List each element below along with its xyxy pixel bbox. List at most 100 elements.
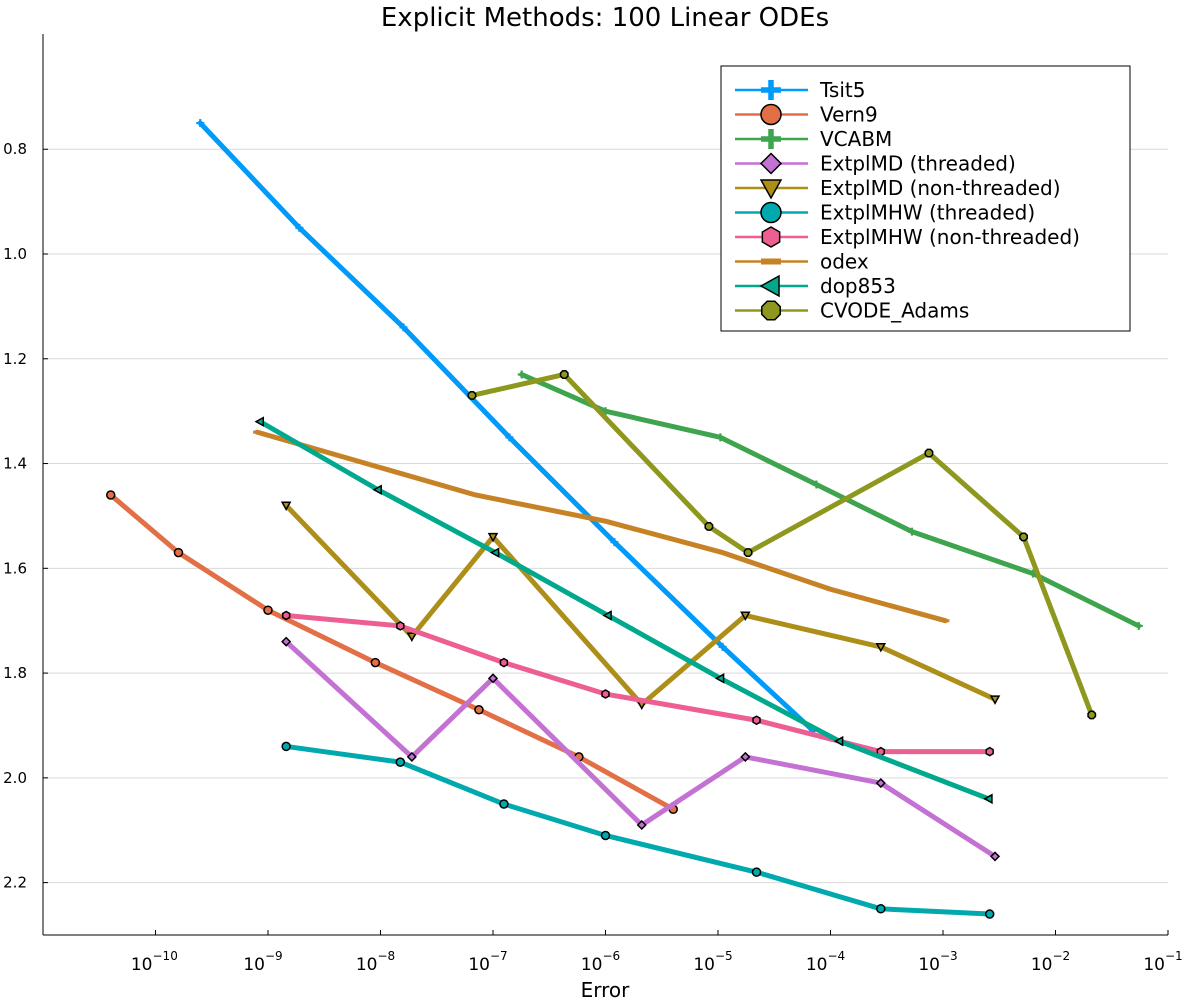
legend-item: ExtplMHW (threaded) <box>735 201 1035 225</box>
data-point <box>833 735 844 747</box>
x-tick-exponent: −3 <box>940 949 958 963</box>
x-tick-label: 10 −8 <box>356 949 395 975</box>
chart-title: Explicit Methods: 100 Linear ODEs <box>381 3 829 33</box>
legend-label: ExtplMD (threaded) <box>820 152 1016 176</box>
x-tick-label: 10 −9 <box>243 949 282 975</box>
data-point <box>1019 532 1028 542</box>
x-tick-exponent: −7 <box>490 949 508 963</box>
x-tick-base: 10 <box>918 955 940 975</box>
legend-label: ExtplMHW (non-threaded) <box>820 225 1080 249</box>
x-tick-base: 10 <box>243 955 265 975</box>
data-point <box>985 746 994 757</box>
data-point <box>489 547 500 558</box>
data-point <box>989 851 1001 862</box>
legend-swatch-marker <box>761 226 781 248</box>
series-extplmhw-non-threaded <box>281 610 994 757</box>
data-point <box>601 407 610 416</box>
data-point <box>399 323 408 332</box>
x-tick-exponent: −1 <box>1165 949 1183 963</box>
data-point <box>559 370 569 379</box>
x-tick-base: 10 <box>468 955 490 975</box>
legend-label: odex <box>820 250 869 274</box>
x-tick-label: 10 −7 <box>468 949 507 975</box>
data-point <box>281 610 291 621</box>
data-point <box>499 657 509 668</box>
series-extplmd-non-threaded <box>280 501 1001 711</box>
data-point <box>714 673 725 684</box>
y-tick-label: 2.2 <box>3 874 27 892</box>
data-point <box>924 448 934 458</box>
x-tick-exponent: −10 <box>153 949 178 963</box>
legend-swatch-marker <box>759 274 780 298</box>
x-tick-label: 10 −1 <box>1143 949 1182 975</box>
y-tick-label: 2.0 <box>3 769 27 787</box>
legend-label: Vern9 <box>820 103 878 127</box>
data-point <box>254 416 265 427</box>
data-point <box>196 119 205 128</box>
x-tick-label: 10 −10 <box>131 949 178 975</box>
legend-swatch-marker <box>761 129 781 149</box>
series-line <box>469 371 1095 718</box>
legend-item: ExtplMD (non-threaded) <box>735 176 1061 200</box>
series-odex <box>253 429 950 624</box>
legend-label: ExtplMD (non-threaded) <box>820 176 1061 200</box>
data-point <box>474 705 484 715</box>
data-point <box>716 433 725 442</box>
data-point <box>984 909 995 919</box>
x-tick-base: 10 <box>131 955 153 975</box>
series-extplmd-threaded <box>281 636 1001 862</box>
series-vern9 <box>105 490 678 815</box>
data-point <box>740 751 751 762</box>
data-point <box>396 621 405 631</box>
legend-item: ExtplMHW (non-threaded) <box>735 225 1080 249</box>
series-tsit5 <box>196 119 818 735</box>
data-point <box>370 657 381 668</box>
x-tick-base: 10 <box>581 955 603 975</box>
data-point <box>743 548 753 558</box>
data-point <box>281 741 291 752</box>
x-tick-label: 10 −3 <box>918 949 957 975</box>
data-point <box>395 757 406 767</box>
x-tick-label: 10 −4 <box>806 949 845 975</box>
legend-label: CVODE_Adams <box>820 299 969 323</box>
legend-item: ExtplMD (threaded) <box>735 152 1016 176</box>
data-point <box>610 538 619 547</box>
x-tick-exponent: −5 <box>715 949 733 963</box>
y-tick-label: 1.8 <box>3 664 27 682</box>
x-tick-base: 10 <box>806 955 828 975</box>
data-point <box>1134 621 1143 630</box>
legend-swatch-marker <box>760 103 782 126</box>
x-tick-exponent: −8 <box>378 949 396 963</box>
data-point <box>372 484 382 496</box>
legend-label: Tsit5 <box>819 78 865 102</box>
y-axis-ticks: 0.8 1.0 1.2 1.4 1.6 1.8 2.0 2.2 <box>3 140 48 892</box>
series-extplmhw-threaded <box>281 741 995 919</box>
x-tick-label: 10 −5 <box>693 949 732 975</box>
data-point <box>740 611 751 622</box>
data-point <box>263 605 273 615</box>
grid-lines <box>43 148 1168 884</box>
y-tick-label: 1.0 <box>3 245 27 263</box>
data-point <box>280 501 292 511</box>
data-point <box>989 695 1001 705</box>
data-point <box>875 642 887 653</box>
x-tick-exponent: −9 <box>265 949 283 963</box>
series-dop853 <box>254 416 993 805</box>
data-point <box>487 532 499 543</box>
legend-item: Vern9 <box>735 103 878 127</box>
legend-label: VCABM <box>820 127 892 151</box>
data-point <box>602 610 612 621</box>
legend-label: dop853 <box>820 274 896 298</box>
x-tick-exponent: −6 <box>603 949 621 963</box>
data-point <box>636 819 647 831</box>
data-point <box>505 433 514 442</box>
data-point <box>406 632 418 642</box>
series-layer <box>105 119 1143 919</box>
legend-swatch-marker <box>759 152 783 175</box>
x-tick-label: 10 −2 <box>1031 949 1070 975</box>
data-point <box>983 793 993 805</box>
legend-item: dop853 <box>735 274 896 298</box>
data-point <box>812 480 821 489</box>
data-point <box>487 673 499 684</box>
